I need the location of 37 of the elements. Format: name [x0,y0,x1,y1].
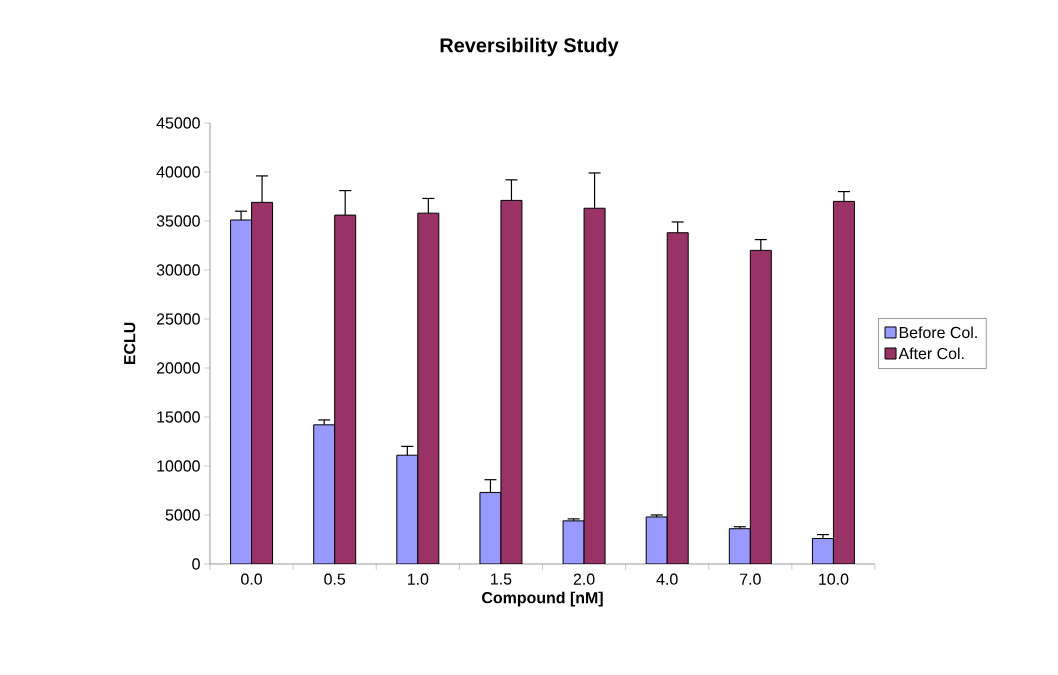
y-tick-label: 5000 [165,509,200,521]
bar [749,249,772,564]
bar [334,214,357,564]
x-tick-label: 1.0 [407,573,429,585]
x-axis-title: Compound [nM] [482,591,603,607]
bar [396,454,419,564]
y-tick-label: 30000 [156,264,200,276]
y-tick-label: 40000 [156,166,200,178]
legend-label: Before Col. [899,326,977,339]
bar [811,538,834,564]
bar [645,516,668,564]
legend-label: After Col. [898,347,964,360]
y-tick-label: 25000 [156,313,200,325]
bar [832,200,855,564]
x-tick-label: 4.0 [656,573,678,585]
x-tick-label: 2.0 [573,573,595,585]
bar [230,219,253,564]
x-tick-label: 0.0 [241,573,263,585]
y-tick-label: 20000 [156,362,200,374]
bar [251,201,274,564]
bar [666,232,689,564]
y-tick-label: 15000 [157,411,200,423]
x-tick-label: 0.5 [324,573,346,585]
bar [313,424,336,564]
bar [728,528,751,564]
bar [583,207,606,564]
y-tick-label: 35000 [156,215,200,227]
bar [500,199,523,564]
y-tick-label: 10000 [157,460,200,472]
bar [417,212,440,564]
y-axis-title: ECLU [124,322,136,365]
y-tick-label: 0 [192,558,200,570]
x-tick-label: 7.0 [740,573,761,585]
x-tick-label: 1.5 [491,573,512,585]
x-tick-label: 10.0 [819,573,849,585]
chart-title: Reversibility Study [440,37,619,57]
y-tick-label: 45000 [156,117,200,129]
